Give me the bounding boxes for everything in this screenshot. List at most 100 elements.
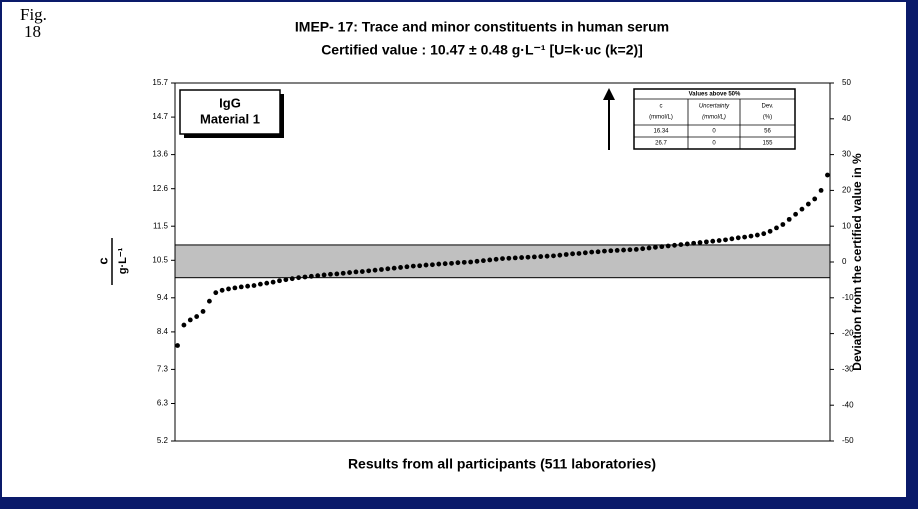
data-point: [818, 188, 824, 193]
data-point: [697, 240, 703, 245]
data-point: [277, 278, 282, 284]
data-point: [226, 286, 231, 292]
data-point: [175, 343, 180, 348]
data-point: [633, 246, 639, 252]
y-tick-label: 8.4: [157, 327, 169, 336]
data-point: [525, 254, 531, 260]
data-point: [684, 241, 690, 247]
data-point: [748, 233, 754, 239]
legend-text: Material 1: [200, 111, 260, 126]
data-point: [340, 270, 346, 276]
data-point: [181, 322, 187, 328]
data-point: [672, 242, 677, 248]
data-point: [347, 270, 352, 275]
data-point: [315, 273, 321, 279]
data-point: [729, 236, 735, 242]
table-header: Dev.: [762, 104, 774, 110]
data-point: [238, 284, 244, 290]
data-point: [500, 256, 505, 261]
data-point: [735, 235, 741, 241]
data-point: [296, 275, 302, 281]
data-point: [398, 265, 403, 270]
data-point: [614, 248, 620, 253]
table-header: Uncertainty: [699, 104, 730, 110]
data-point: [754, 232, 760, 238]
data-point: [665, 243, 671, 249]
data-point: [805, 201, 811, 207]
data-point: [557, 252, 563, 258]
chart-subtitle: Certified value : 10.47 ± 0.48 g·L⁻¹ [U=…: [321, 42, 643, 58]
data-point: [430, 262, 435, 268]
y2-tick-label: -40: [842, 400, 854, 409]
data-point: [595, 249, 601, 255]
data-point: [379, 267, 384, 272]
table-cell: 26.7: [655, 141, 667, 147]
data-point: [703, 239, 709, 245]
data-point: [493, 256, 499, 262]
y-tick-label: 7.3: [157, 365, 169, 374]
x-axis-label: Results from all participants (511 labor…: [348, 456, 656, 472]
data-point: [640, 246, 646, 252]
y-tick-label: 11.5: [153, 221, 169, 230]
data-point: [219, 287, 225, 293]
data-point: [723, 237, 728, 243]
y2-tick-label: -10: [842, 293, 854, 302]
legend-text: IgG: [219, 95, 241, 110]
data-point: [761, 231, 767, 237]
data-point: [691, 240, 697, 246]
data-point: [461, 259, 467, 265]
y-tick-label: 6.3: [157, 399, 169, 408]
data-point: [270, 279, 276, 285]
data-point: [449, 260, 454, 266]
data-point: [404, 264, 410, 270]
data-point: [551, 253, 556, 259]
data-point: [251, 283, 257, 288]
data-point: [308, 273, 314, 279]
y2-tick-label: -20: [842, 329, 854, 338]
data-point: [742, 234, 748, 240]
data-point: [385, 266, 391, 272]
y2-tick-label: 0: [842, 257, 847, 266]
data-point: [187, 317, 193, 323]
y-tick-label: 14.7: [152, 112, 168, 121]
chart-title: IMEP- 17: Trace and minor constituents i…: [295, 19, 669, 35]
data-point: [774, 225, 779, 231]
data-point: [423, 262, 429, 268]
data-point: [391, 265, 397, 271]
arrow-head: [603, 88, 615, 100]
data-point: [519, 255, 525, 260]
data-point: [436, 261, 442, 267]
data-point: [468, 259, 474, 265]
data-point: [602, 248, 607, 254]
data-point: [646, 245, 652, 251]
data-point: [563, 252, 569, 257]
table-cell: 56: [764, 129, 771, 135]
table-cell: 155: [762, 141, 773, 147]
data-point: [716, 238, 722, 243]
data-point: [474, 258, 480, 264]
y2-tick-label: 50: [842, 78, 851, 87]
y-tick-label: 12.6: [152, 184, 168, 193]
data-point: [538, 254, 544, 259]
y-tick-label: 9.4: [157, 293, 169, 302]
table-cell: 16.34: [653, 129, 669, 135]
data-point: [582, 250, 588, 256]
table-header: c: [660, 104, 663, 110]
data-point: [480, 258, 486, 264]
y2-tick-label: 30: [842, 150, 851, 159]
data-point: [283, 277, 289, 283]
data-point: [264, 280, 270, 286]
data-point: [653, 244, 658, 250]
data-point: [366, 268, 372, 274]
data-point: [194, 314, 200, 319]
data-point: [289, 276, 295, 282]
data-point: [410, 263, 416, 269]
fig-label: Fig.: [20, 5, 47, 24]
table-header: (%): [763, 115, 772, 121]
y2-tick-label: 20: [842, 186, 851, 195]
data-point: [213, 290, 219, 296]
data-point: [442, 261, 448, 267]
y2-tick-label: 10: [842, 221, 851, 230]
